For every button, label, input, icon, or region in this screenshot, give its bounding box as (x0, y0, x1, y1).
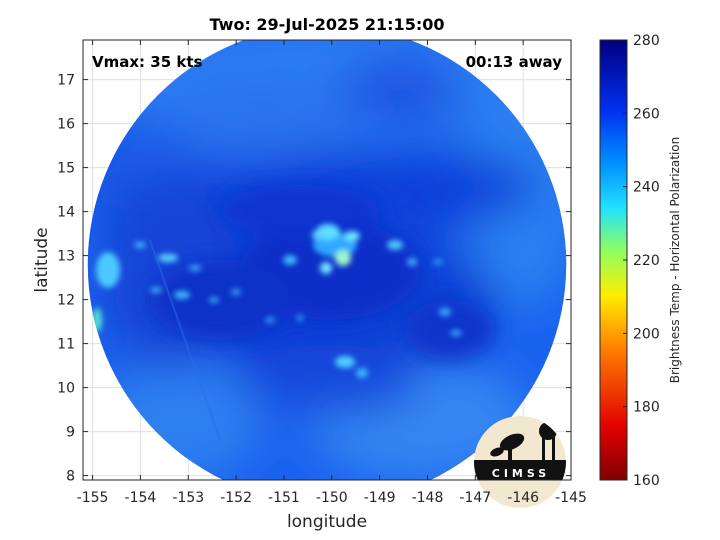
x-tick-label: -146 (507, 490, 539, 506)
plot-title: Two: 29-Jul-2025 21:15:00 (210, 15, 445, 34)
colorbar-tick-label: 160 (633, 473, 660, 489)
cimss-logo: CIMSS (474, 416, 566, 508)
swath-cores (150, 185, 495, 360)
colorbar-tick-label: 280 (633, 33, 660, 49)
y-tick-label: 17 (57, 73, 75, 89)
colorbar-gradient (599, 39, 628, 481)
y-tick-label: 16 (57, 117, 75, 133)
colorbar-tick-label: 200 (633, 326, 660, 342)
colorbar-tick-label: 220 (633, 253, 660, 269)
y-tick-label: 12 (57, 293, 75, 309)
x-tick-label: -151 (268, 490, 300, 506)
colorbar-tick-label: 240 (633, 180, 660, 196)
time-away-label: 00:13 away (466, 53, 563, 71)
x-tick-label: -149 (364, 490, 396, 506)
y-tick-label: 14 (57, 205, 75, 221)
x-tick-label: -147 (459, 490, 491, 506)
colorbar-label: Brightness Temp - Horizontal Polarizatio… (668, 137, 682, 384)
y-axis-label: latitude (32, 227, 52, 292)
colorbar-tick-label: 180 (633, 400, 660, 416)
x-tick-label: -154 (125, 490, 157, 506)
y-tick-label: 15 (57, 161, 75, 177)
convective-spots (92, 224, 462, 378)
y-tick-label: 10 (57, 381, 75, 397)
x-axis-label: longitude (287, 512, 367, 532)
x-axis: -155 -154 -153 -152 -151 -150 -149 -148 -147 -146… (77, 40, 587, 506)
microwave-swath (87, 40, 567, 480)
x-tick-label: -145 (555, 490, 587, 506)
vmax-label: Vmax: 35 kts (92, 53, 202, 71)
colorbar-ticks: 160 180 200 220 240 260 280 (623, 33, 660, 489)
y-tick-label: 11 (57, 337, 75, 353)
plot-area (83, 40, 571, 480)
colorbar-tick-label: 260 (633, 106, 660, 122)
logo-text: CIMSS (492, 467, 550, 480)
y-tick-label: 9 (66, 425, 75, 441)
plot-frame (82, 39, 572, 481)
y-axis: 8 9 10 11 12 13 14 15 16 17 (57, 73, 571, 485)
x-tick-label: -155 (77, 490, 109, 506)
x-tick-label: -150 (316, 490, 348, 506)
x-tick-label: -153 (172, 490, 204, 506)
x-tick-label: -152 (220, 490, 252, 506)
x-tick-label: -148 (412, 490, 444, 506)
colorbar: 160 180 200 220 240 260 280 Brightness Temp - … (599, 33, 682, 489)
y-tick-label: 13 (57, 249, 75, 265)
y-tick-label: 8 (66, 469, 75, 485)
